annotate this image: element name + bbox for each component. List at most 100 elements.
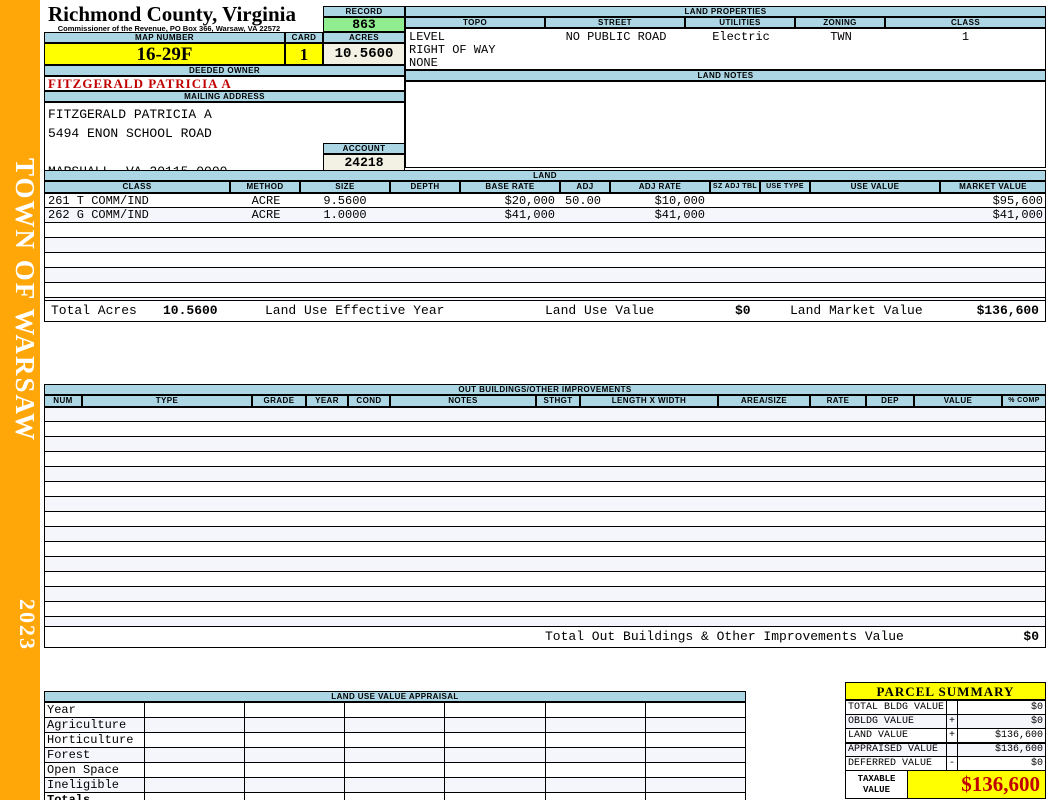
land-cell-size: 9.5600: [323, 194, 367, 208]
land-cell-adj_rate: $10,000: [654, 194, 705, 208]
land-cell-method: [231, 223, 301, 238]
outbuildings-table-row: [44, 512, 1046, 527]
ob-col-cond: COND: [348, 395, 390, 407]
ob-col-length-x-width: LENGTH X WIDTH: [580, 395, 718, 407]
outbuildings-table-row: [44, 422, 1046, 437]
land-use-appraisal-label: Forest: [44, 747, 145, 763]
parcel-summary-label: OBLDG VALUE: [844, 714, 948, 729]
land-use-appraisal-cell: [644, 732, 747, 748]
land-cell-sz_adj_tbl: [709, 208, 757, 223]
land-use-appraisal-row: Agriculture: [44, 717, 747, 733]
acres-value: 10.5600: [323, 43, 405, 65]
outbuildings-table-row: [44, 587, 1046, 602]
land-cell-adj_rate: [609, 268, 705, 283]
land-cell-adj: [559, 268, 607, 283]
outbuildings-table-row: [44, 527, 1046, 542]
land-properties-col-class: CLASS: [885, 17, 1046, 28]
ob-col-pct-comp: % COMP: [1002, 395, 1046, 407]
land-col-sz-adj-tbl: SZ ADJ TBL: [710, 181, 760, 193]
land-cell-use_value: [809, 238, 937, 253]
land-cell-use_value: [809, 268, 937, 283]
land-table-body: 261 T COMM/IND ACRE 9.5600 $20,000 50.00 $10,…: [44, 193, 1046, 313]
land-cell-use_type: [759, 194, 807, 209]
land-cell-use_type: [759, 253, 807, 268]
taxable-label-line2: VALUE: [862, 784, 890, 795]
land-use-appraisal-row: Forest: [44, 747, 747, 763]
land-use-appraisal-cell: [143, 777, 246, 793]
land-cell-size: [301, 238, 389, 253]
land-use-appraisal-cell: [244, 702, 346, 718]
land-use-appraisal-cell: [143, 762, 246, 778]
land-cell-class: [48, 253, 228, 268]
account-label: ACCOUNT: [323, 143, 405, 154]
land-cell-adj_rate: [609, 238, 705, 253]
land-cell-class: [48, 238, 228, 253]
land-cell-method: [231, 253, 301, 268]
land-col-size: SIZE: [300, 181, 390, 193]
land-cell-depth: [389, 253, 459, 268]
land-use-appraisal-cell: [444, 762, 546, 778]
outbuildings-table-row: [44, 467, 1046, 482]
land-cell-use_value: [809, 223, 937, 238]
land-cell-depth: [389, 238, 459, 253]
land-notes-body: [405, 81, 1046, 168]
land-cell-use_type: [759, 208, 807, 223]
land-cell-base_rate: [459, 253, 555, 268]
land-cell-base_rate: [459, 223, 555, 238]
land-cell-size: [301, 223, 389, 238]
land-use-appraisal-cell: [244, 762, 346, 778]
land-use-appraisal-cell: [644, 762, 747, 778]
land-cell-market_value: $95,600: [992, 194, 1043, 208]
land-table-row: [44, 238, 1046, 253]
land-table-row: [44, 283, 1046, 298]
land-cell-use_type: [759, 268, 807, 283]
parcel-summary-label: DEFERRED VALUE: [844, 756, 948, 771]
ob-col-notes: NOTES: [390, 395, 536, 407]
land-cell-sz_adj_tbl: [709, 238, 757, 253]
land-use-appraisal-cell: [544, 792, 646, 800]
land-use-appraisal-row: Year: [44, 702, 747, 718]
land-cell-base_rate: [459, 268, 555, 283]
land-use-appraisal-row: Totals: [44, 792, 747, 800]
land-cell-adj: [559, 208, 607, 223]
land-use-appraisal-cell: [344, 717, 446, 733]
land-cell-use_value: [809, 253, 937, 268]
land-notes-title: LAND NOTES: [405, 70, 1046, 81]
land-properties-topo-extra-1: RIGHT OF WAY: [409, 43, 496, 57]
map-number-value: 16-29F: [44, 43, 285, 65]
land-cell-adj_rate: [609, 223, 705, 238]
land-use-appraisal-cell: [544, 777, 646, 793]
land-cell-use_type: [759, 238, 807, 253]
parcel-summary-sign: -: [946, 756, 959, 771]
land-use-appraisal-cell: [444, 702, 546, 718]
parcel-summary-row: TOTAL BLDG VALUE $0: [844, 700, 1046, 715]
land-use-appraisal-cell: [444, 777, 546, 793]
land-cell-method: [231, 238, 301, 253]
land-properties-topo-value: LEVEL: [409, 30, 446, 44]
land-col-market-value: MARKET VALUE: [940, 181, 1046, 193]
land-cell-use_value: [809, 283, 937, 298]
land-use-appraisal-row: Open Space: [44, 762, 747, 778]
land-use-appraisal-cell: [644, 792, 747, 800]
land-cell-depth: [389, 194, 459, 209]
land-use-appraisal-cell: [244, 732, 346, 748]
land-cell-size: [301, 268, 389, 283]
land-properties-col-zoning: ZONING: [795, 17, 885, 28]
land-table-row: [44, 268, 1046, 283]
taxable-value-amount: $136,600: [908, 771, 1045, 798]
land-cell-method: [231, 283, 301, 298]
land-properties-topo-extra-2: NONE: [409, 56, 438, 70]
parcel-summary-amount: $0: [957, 700, 1046, 715]
land-use-effective-year-label: Land Use Effective Year: [265, 303, 445, 318]
land-cell-class: [48, 283, 228, 298]
land-cell-sz_adj_tbl: [709, 223, 757, 238]
land-cell-adj_rate: [609, 283, 705, 298]
land-col-adj: ADJ: [560, 181, 610, 193]
parcel-summary-amount: $0: [957, 756, 1046, 771]
land-col-use-value: USE VALUE: [810, 181, 940, 193]
land-properties-col-street: STREET: [545, 17, 685, 28]
land-use-appraisal-cell: [143, 717, 246, 733]
outbuildings-section-title: OUT BUILDINGS/OTHER IMPROVEMENTS: [44, 384, 1046, 395]
sidebar-town-label: TOWN OF WARSAW: [10, 157, 40, 443]
taxable-value-label: TAXABLE VALUE: [846, 771, 908, 798]
